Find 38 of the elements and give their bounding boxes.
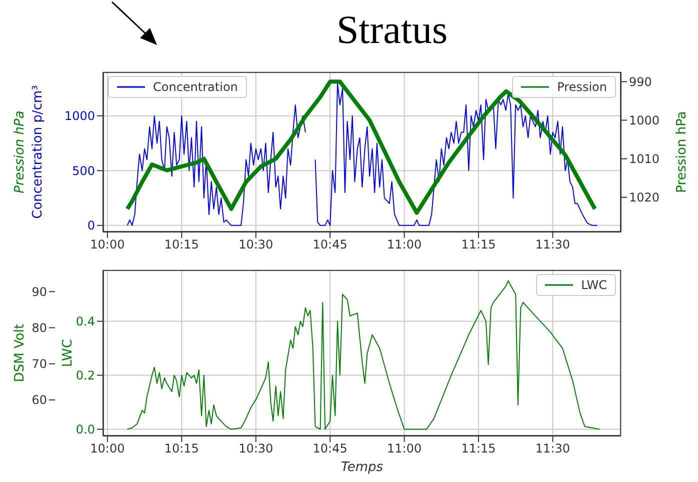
y2-tick-label: 70 (32, 357, 47, 372)
x-tick-label: 10:00 (90, 238, 125, 252)
y-axis-title: LWC (60, 339, 76, 367)
x-axis-title: Temps (340, 460, 384, 475)
y2-tick-label: 80 (32, 321, 47, 335)
y2-tick-label: 90 (32, 284, 47, 299)
x-tick-label: 11:30 (535, 238, 570, 252)
x-tick-label: 10:15 (164, 442, 199, 456)
y2-axis-title: Pression hPa (674, 111, 690, 193)
y-tick-label: 0.0 (76, 422, 95, 437)
y2-tick-label: 1020 (629, 190, 660, 205)
y-tick-label: 0 (87, 218, 95, 233)
y-tick-label: 1000 (64, 109, 95, 124)
x-tick-label: 11:00 (387, 238, 422, 252)
y2-tick-label: 1010 (629, 152, 660, 166)
y-tick-label: 0.2 (76, 368, 95, 383)
x-tick-label: 10:00 (90, 442, 125, 456)
x-tick-label: 11:00 (387, 442, 422, 456)
y-tick-label: 0.4 (76, 314, 95, 329)
x-tick-label: 10:15 (164, 238, 199, 252)
y-axis-title: Concentration p/cm³ (30, 85, 46, 219)
y2-tick-label: 60 (32, 393, 47, 408)
y2-tick-label: 990 (629, 74, 652, 89)
chart-title: Stratus (336, 6, 448, 53)
y2-tick-label: 1000 (629, 113, 660, 128)
y2-axis-title: DSM Volt (12, 324, 28, 382)
x-tick-label: 11:30 (535, 442, 570, 456)
x-tick-label: 11:15 (461, 442, 496, 456)
x-tick-label: 10:30 (238, 238, 274, 252)
legend-label: Pression (557, 80, 607, 94)
x-tick-label: 10:45 (312, 442, 348, 456)
legend-label: LWC (581, 278, 607, 292)
legend-label: Concentration (153, 80, 238, 94)
y-tick-label: 500 (72, 164, 95, 178)
x-tick-label: 10:30 (238, 442, 274, 456)
x-tick-label: 11:15 (461, 238, 496, 252)
text: Pression hPa (12, 110, 28, 194)
x-tick-label: 10:45 (312, 238, 348, 252)
